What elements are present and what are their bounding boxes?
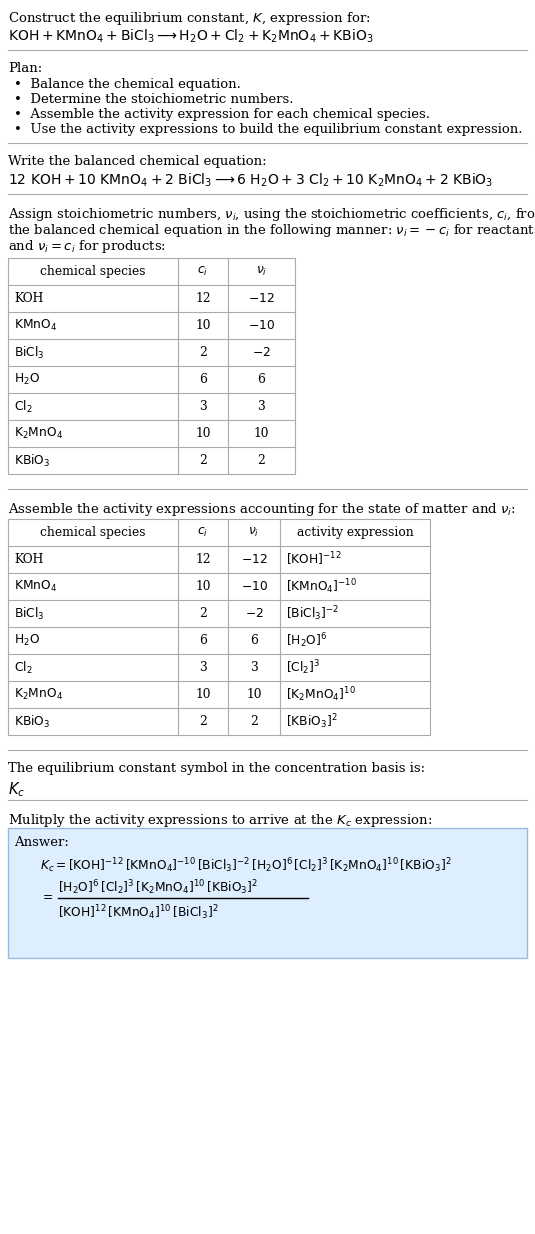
Text: $c_i$: $c_i$ (197, 526, 209, 539)
Text: 2: 2 (199, 346, 207, 359)
Bar (8, 520, 430, 735)
Text: Assemble the activity expressions accounting for the state of matter and $\nu_i$: Assemble the activity expressions accoun… (8, 501, 516, 518)
Text: 2: 2 (199, 607, 207, 619)
Text: 10: 10 (195, 580, 211, 594)
Text: $[\mathrm{K_2MnO_4}]^{10}$: $[\mathrm{K_2MnO_4}]^{10}$ (286, 685, 356, 703)
Text: $[\mathrm{BiCl_3}]^{-2}$: $[\mathrm{BiCl_3}]^{-2}$ (286, 605, 339, 623)
Text: $\mathrm{12\ KOH + 10\ KMnO_4 + 2\ BiCl_3 \longrightarrow 6\ H_2O + 3\ Cl_2 + 10: $\mathrm{12\ KOH + 10\ KMnO_4 + 2\ BiCl_… (8, 172, 493, 189)
Text: Assign stoichiometric numbers, $\nu_i$, using the stoichiometric coefficients, $: Assign stoichiometric numbers, $\nu_i$, … (8, 206, 535, 223)
Text: $\mathrm{H_2O}$: $\mathrm{H_2O}$ (14, 633, 40, 648)
Text: 10: 10 (195, 689, 211, 701)
Text: $\mathrm{H_2O}$: $\mathrm{H_2O}$ (14, 371, 40, 387)
Text: 2: 2 (257, 454, 265, 466)
Text: $\mathrm{K_2MnO_4}$: $\mathrm{K_2MnO_4}$ (14, 687, 63, 702)
Bar (8, 258, 295, 474)
Text: 6: 6 (199, 634, 207, 647)
Text: $-12$: $-12$ (248, 292, 275, 305)
Text: $c_i$: $c_i$ (197, 265, 209, 278)
Text: $\mathrm{BiCl_3}$: $\mathrm{BiCl_3}$ (14, 606, 44, 622)
Text: $\nu_i$: $\nu_i$ (248, 526, 259, 539)
Text: •  Assemble the activity expression for each chemical species.: • Assemble the activity expression for e… (14, 109, 430, 121)
Text: •  Determine the stoichiometric numbers.: • Determine the stoichiometric numbers. (14, 93, 294, 106)
Text: •  Use the activity expressions to build the equilibrium constant expression.: • Use the activity expressions to build … (14, 123, 523, 136)
Text: 3: 3 (199, 661, 207, 674)
Text: Answer:: Answer: (14, 835, 69, 849)
Text: and $\nu_i = c_i$ for products:: and $\nu_i = c_i$ for products: (8, 238, 166, 255)
Text: $\mathrm{KMnO_4}$: $\mathrm{KMnO_4}$ (14, 579, 57, 594)
Text: Construct the equilibrium constant, $K$, expression for:: Construct the equilibrium constant, $K$,… (8, 10, 371, 27)
Text: 10: 10 (246, 689, 262, 701)
Text: $[\mathrm{KOH}]^{-12}$: $[\mathrm{KOH}]^{-12}$ (286, 550, 342, 569)
Text: Plan:: Plan: (8, 62, 42, 75)
Text: 12: 12 (195, 553, 211, 566)
Text: 3: 3 (258, 400, 265, 413)
Text: $=$: $=$ (40, 890, 54, 902)
Text: Write the balanced chemical equation:: Write the balanced chemical equation: (8, 155, 266, 168)
Text: KOH: KOH (14, 553, 43, 566)
Text: $-2$: $-2$ (244, 607, 263, 619)
Text: $[\mathrm{Cl_2}]^{3}$: $[\mathrm{Cl_2}]^{3}$ (286, 658, 320, 677)
Text: $\mathrm{Cl_2}$: $\mathrm{Cl_2}$ (14, 659, 33, 675)
Text: •  Balance the chemical equation.: • Balance the chemical equation. (14, 78, 241, 91)
Text: $[\mathrm{KBiO_3}]^{2}$: $[\mathrm{KBiO_3}]^{2}$ (286, 712, 338, 731)
Text: 6: 6 (257, 373, 265, 386)
Text: 10: 10 (195, 427, 211, 441)
Text: $\mathrm{K_2MnO_4}$: $\mathrm{K_2MnO_4}$ (14, 426, 63, 441)
Text: $\mathrm{BiCl_3}$: $\mathrm{BiCl_3}$ (14, 344, 44, 360)
Text: $\mathrm{KOH + KMnO_4 + BiCl_3 \longrightarrow H_2O + Cl_2 + K_2MnO_4 + KBiO_3}$: $\mathrm{KOH + KMnO_4 + BiCl_3 \longrigh… (8, 28, 373, 46)
Text: 2: 2 (199, 714, 207, 728)
Text: $-10$: $-10$ (241, 580, 268, 594)
Text: $\mathrm{KMnO_4}$: $\mathrm{KMnO_4}$ (14, 318, 57, 333)
Text: 6: 6 (250, 634, 258, 647)
Text: $K_c$: $K_c$ (8, 780, 25, 798)
Text: 12: 12 (195, 292, 211, 305)
Text: $K_c = [\mathrm{KOH}]^{-12}\,[\mathrm{KMnO_4}]^{-10}\,[\mathrm{BiCl_3}]^{-2}\,[\: $K_c = [\mathrm{KOH}]^{-12}\,[\mathrm{KM… (40, 856, 452, 875)
Text: KOH: KOH (14, 292, 43, 305)
Text: $[\mathrm{H_2O}]^{6}\,[\mathrm{Cl_2}]^{3}\,[\mathrm{K_2MnO_4}]^{10}\,[\mathrm{KB: $[\mathrm{H_2O}]^{6}\,[\mathrm{Cl_2}]^{3… (58, 879, 258, 897)
Text: chemical species: chemical species (40, 526, 146, 539)
Text: 10: 10 (195, 320, 211, 332)
Text: $\mathrm{KBiO_3}$: $\mathrm{KBiO_3}$ (14, 713, 50, 729)
Text: Mulitply the activity expressions to arrive at the $K_c$ expression:: Mulitply the activity expressions to arr… (8, 812, 432, 829)
Text: chemical species: chemical species (40, 265, 146, 278)
Text: $[\mathrm{H_2O}]^{6}$: $[\mathrm{H_2O}]^{6}$ (286, 631, 327, 650)
Text: 6: 6 (199, 373, 207, 386)
Text: $-10$: $-10$ (248, 320, 275, 332)
Bar (8, 828, 527, 958)
Text: the balanced chemical equation in the following manner: $\nu_i = -c_i$ for react: the balanced chemical equation in the fo… (8, 222, 535, 239)
Text: activity expression: activity expression (296, 526, 414, 539)
Text: 2: 2 (199, 454, 207, 466)
Text: $[\mathrm{KMnO_4}]^{-10}$: $[\mathrm{KMnO_4}]^{-10}$ (286, 578, 357, 596)
Text: 3: 3 (199, 400, 207, 413)
Text: $\mathrm{KBiO_3}$: $\mathrm{KBiO_3}$ (14, 453, 50, 469)
Text: $-2$: $-2$ (252, 346, 271, 359)
Text: The equilibrium constant symbol in the concentration basis is:: The equilibrium constant symbol in the c… (8, 763, 425, 775)
Text: $\nu_i$: $\nu_i$ (256, 265, 267, 278)
Text: 3: 3 (250, 661, 258, 674)
Text: $-12$: $-12$ (241, 553, 268, 566)
Text: 10: 10 (254, 427, 269, 441)
Text: $\mathrm{Cl_2}$: $\mathrm{Cl_2}$ (14, 399, 33, 415)
Text: $[\mathrm{KOH}]^{12}\,[\mathrm{KMnO_4}]^{10}\,[\mathrm{BiCl_3}]^{2}$: $[\mathrm{KOH}]^{12}\,[\mathrm{KMnO_4}]^… (58, 903, 218, 922)
Text: 2: 2 (250, 714, 258, 728)
